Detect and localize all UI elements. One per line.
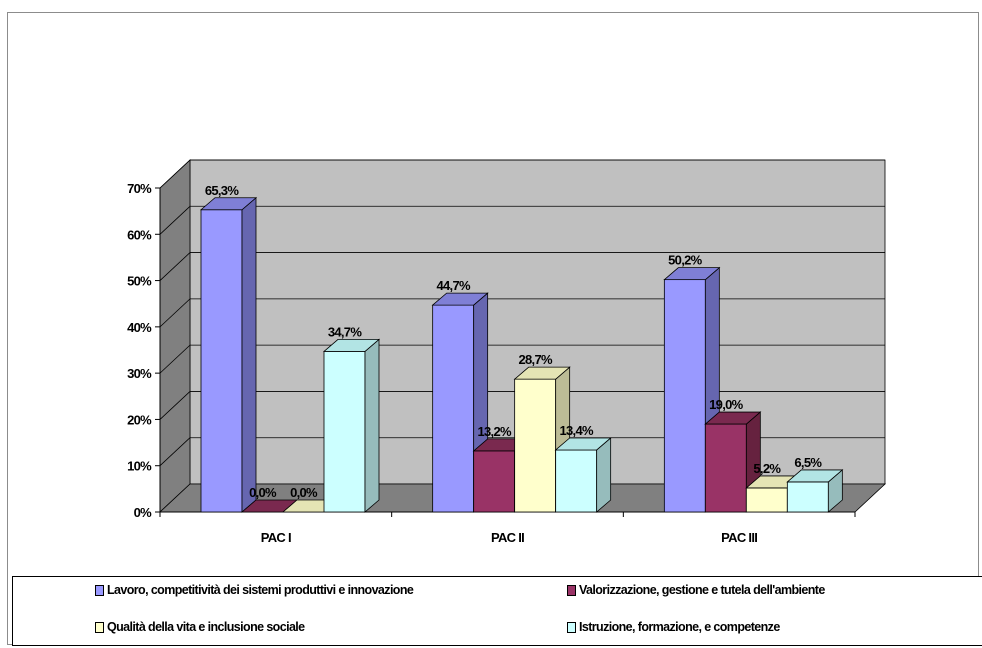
data-label: 50,2% [668, 253, 703, 268]
y-tick-label: 70% [127, 181, 152, 196]
x-tick-label: PAC III [721, 530, 757, 545]
legend-swatch [567, 621, 576, 633]
bar-top [704, 411, 762, 425]
bar-side [596, 437, 612, 513]
legend-label: Qualità della vita e inclusione sociale [107, 620, 305, 634]
bar-top [513, 366, 571, 380]
data-label: 34,7% [328, 324, 363, 339]
data-label: 6,5% [794, 455, 822, 470]
bar-top [554, 437, 612, 451]
y-tick-label: 40% [127, 320, 152, 335]
gridline-side [159, 391, 191, 420]
bar-top [663, 267, 721, 281]
bar-chart: 0% 10% 20% 30% 40% 50% 60% 70% PAC I 65,3% 0,0% 0,0… [127, 159, 887, 545]
gridline-side [159, 159, 191, 189]
y-tick-label: 60% [127, 227, 152, 242]
legend-item: Valorizzazione, gestione e tutela dell'a… [567, 581, 825, 599]
bar-top [322, 338, 381, 352]
data-label: 0,0% [249, 485, 277, 500]
y-tick-label: 10% [127, 459, 152, 474]
data-label: 28,7% [518, 352, 553, 367]
bar-top [786, 469, 844, 483]
bar-top [431, 292, 489, 306]
legend: Lavoro, competitività dei sistemi produt… [12, 576, 982, 646]
bar-side [241, 196, 257, 513]
data-label: 13,2% [477, 424, 512, 439]
side-wall [159, 159, 191, 513]
bar [200, 209, 243, 513]
y-tick-label: 30% [127, 366, 152, 381]
bar [663, 279, 706, 513]
gridline-side [159, 298, 191, 328]
y-tick-label: 0% [134, 505, 153, 520]
bar [745, 487, 788, 513]
legend-item: Qualità della vita e inclusione sociale [95, 618, 305, 636]
x-tick-label: PAC II [491, 530, 524, 545]
data-label: 65,3% [205, 183, 240, 198]
legend-item: Lavoro, competitività dei sistemi produt… [95, 581, 414, 599]
bar [555, 449, 598, 513]
y-tick-label: 50% [127, 274, 152, 289]
legend-swatch [95, 584, 104, 596]
bar-top [199, 197, 258, 211]
gridline-side [159, 252, 191, 281]
bar [432, 304, 475, 513]
data-label: 5,2% [753, 461, 781, 476]
bar-side [364, 338, 380, 513]
data-label: 19,0% [709, 397, 744, 412]
data-label: 44,7% [436, 278, 471, 293]
legend-swatch [567, 584, 576, 596]
bar [786, 481, 829, 513]
gridline-side [159, 344, 191, 374]
y-tick-label: 20% [127, 412, 152, 427]
legend-label: Istruzione, formazione, e competenze [579, 620, 780, 634]
legend-swatch [95, 621, 104, 633]
legend-label: Lavoro, competitività dei sistemi produt… [107, 583, 414, 597]
gridline-side [159, 437, 191, 467]
legend-item: Istruzione, formazione, e competenze [567, 618, 780, 636]
gridline-side [159, 205, 191, 235]
bar [323, 350, 366, 513]
legend-label: Valorizzazione, gestione e tutela dell'a… [579, 583, 825, 597]
data-label: 13,4% [559, 423, 594, 438]
bar [473, 450, 516, 513]
bar [514, 378, 557, 513]
bar [704, 423, 747, 513]
x-tick-label: PAC I [261, 530, 291, 545]
data-label: 0,0% [290, 485, 318, 500]
